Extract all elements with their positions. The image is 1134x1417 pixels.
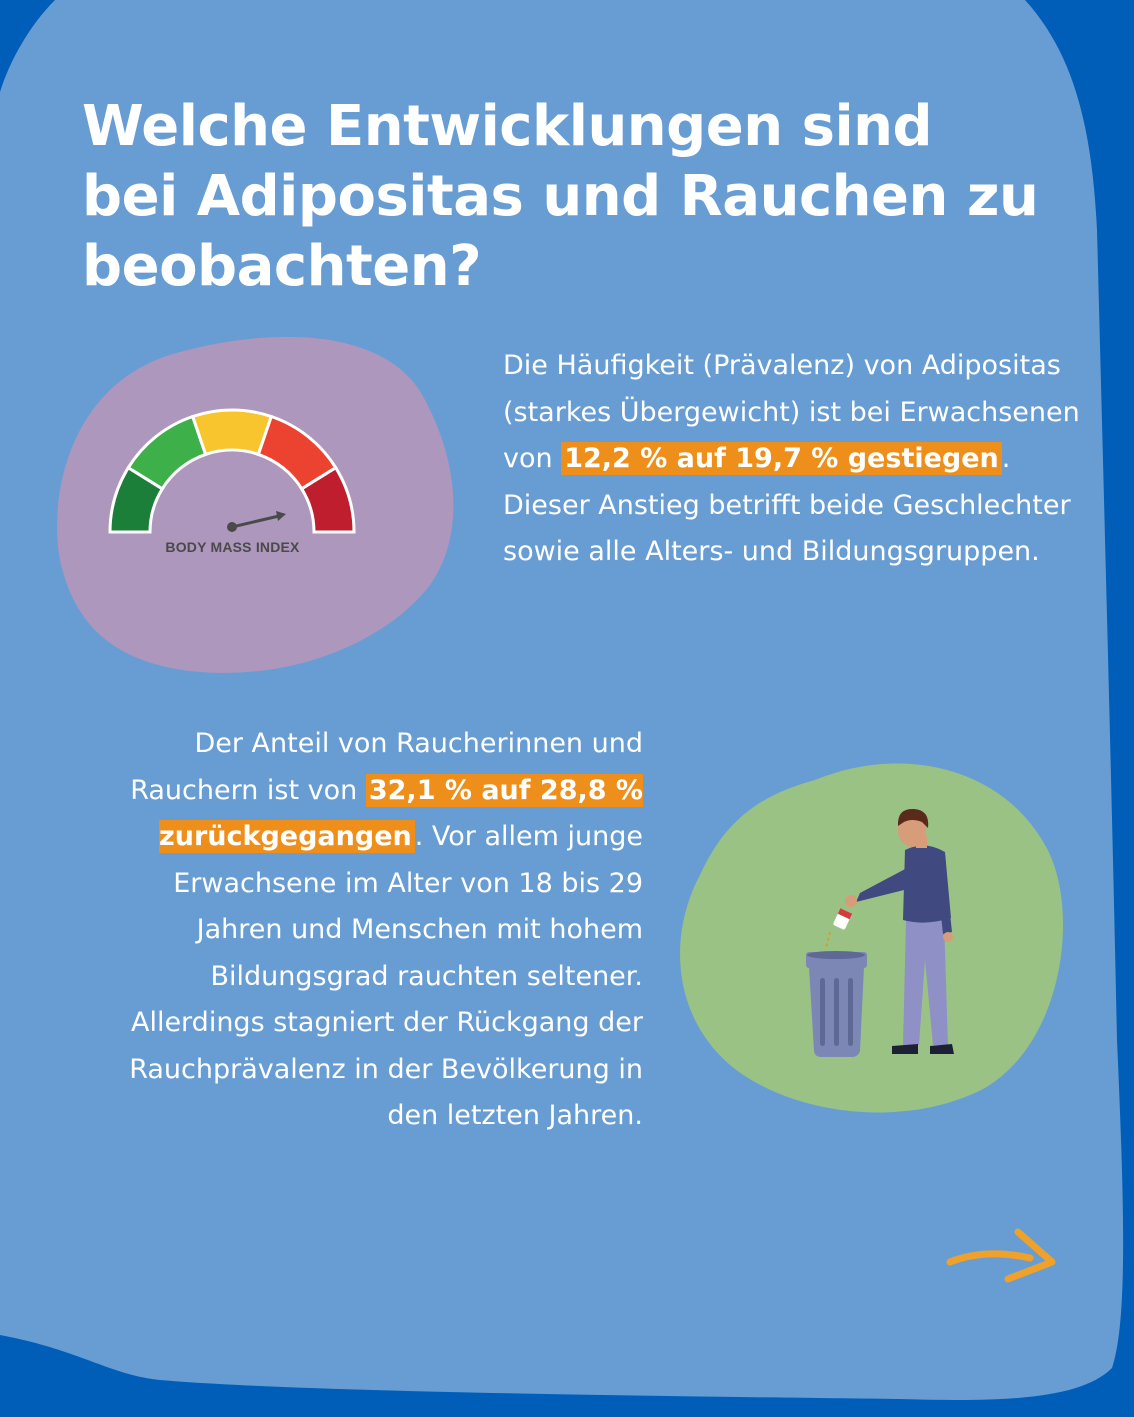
adipositas-highlight: 12,2 % auf 19,7 % gestiegen	[561, 442, 1002, 475]
green-blob	[680, 763, 1064, 1113]
person-trash-icon	[806, 808, 954, 1057]
adipositas-text-start: Die Häufigkeit (Prävalenz) von Adiposita…	[503, 350, 1080, 474]
rauchen-text-start: Der Anteil von Raucherinnen und Rauchern…	[130, 728, 643, 806]
purple-blob	[57, 336, 454, 673]
person-arm-right	[936, 858, 952, 934]
person-torso	[903, 845, 951, 923]
adipositas-text-end: . Dieser Anstieg betrifft beide Geschlec…	[503, 443, 1071, 567]
gauge-needle-tip	[276, 511, 286, 521]
person-legs	[903, 920, 948, 1045]
adipositas-text: Die Häufigkeit (Prävalenz) von Adiposita…	[503, 343, 1083, 576]
rauchen-text-end: . Vor allem junge Erwachsene im Alter vo…	[129, 821, 643, 1131]
person-hair	[897, 808, 929, 828]
gauge-label: BODY MASS INDEX	[165, 539, 300, 555]
person-arm-left	[856, 868, 912, 902]
next-arrow-icon[interactable]	[945, 1225, 1057, 1285]
page-title: Welche Entwicklungen sind bei Adipositas…	[82, 94, 1039, 299]
rauchen-text: Der Anteil von Raucherinnen und Rauchern…	[100, 721, 643, 1140]
gauge-needle	[230, 514, 281, 529]
bmi-gauge-icon	[108, 408, 356, 534]
gauge-segment-5	[299, 465, 356, 534]
